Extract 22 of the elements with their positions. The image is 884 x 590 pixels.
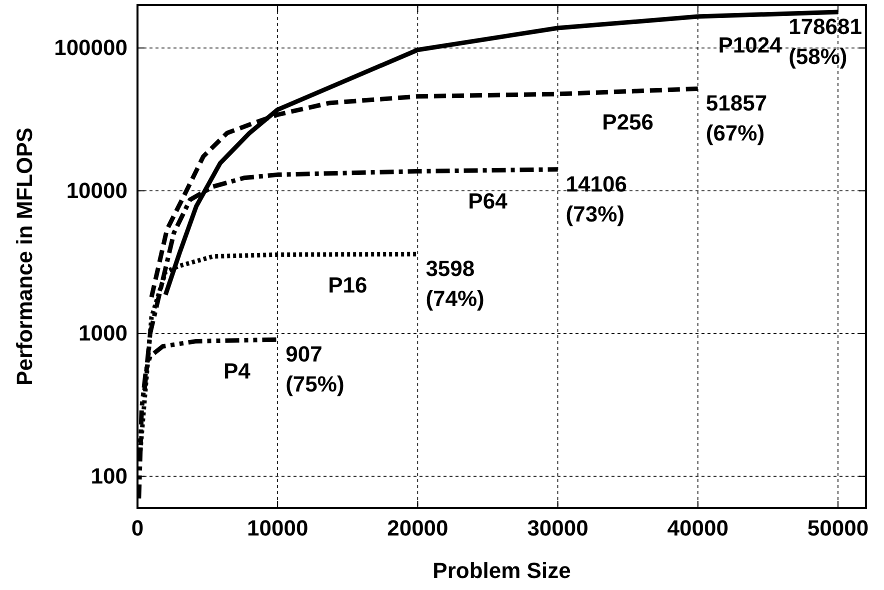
x-tick-label: 50000 (807, 516, 869, 541)
series-label: P16 (328, 272, 368, 298)
legend-label: P1024 (718, 32, 783, 58)
annotation: 178681 (58%) (788, 14, 862, 69)
y-tick-label: 100 (90, 463, 128, 488)
x-tick-label: 10000 (247, 516, 308, 541)
y-tick-label: 100000 (54, 35, 128, 60)
y-tick-label: 1000 (78, 320, 128, 346)
x-tick-label: 40000 (667, 516, 728, 541)
annotation: 51857 (67%) (706, 90, 768, 146)
series-label: P4 (224, 358, 252, 384)
x-tick-label: 20000 (387, 516, 448, 541)
annotation: 907 (75%) (286, 342, 344, 397)
x-tick-label: 30000 (527, 516, 588, 541)
series-label: P64 (468, 188, 508, 214)
y-axis-title: Performance in MFLOPS (12, 128, 37, 386)
x-axis-title: Problem Size (432, 558, 571, 583)
x-tick-label: 0 (131, 516, 144, 541)
y-tick-label: 10000 (66, 178, 128, 203)
annotation: 14106 (73%) (566, 171, 627, 226)
series-label: P256 (602, 109, 654, 134)
annotation: 3598 (74%) (426, 256, 484, 312)
